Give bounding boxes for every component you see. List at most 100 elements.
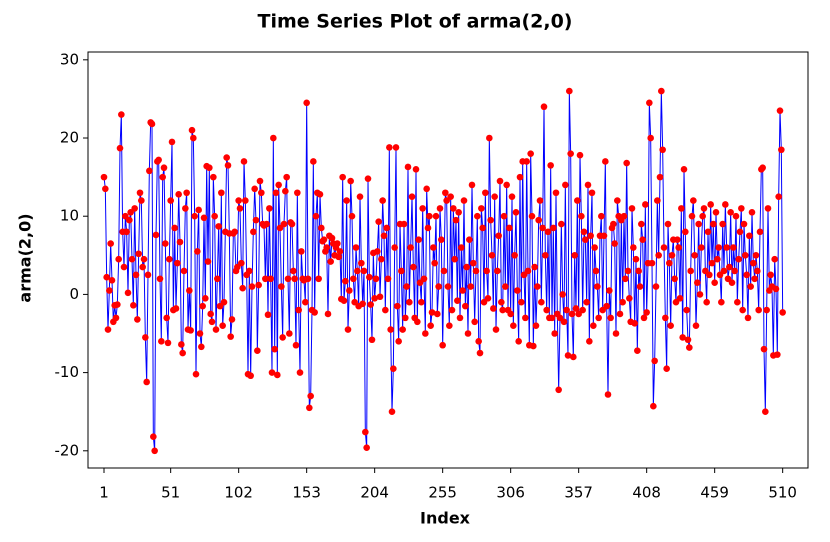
data-point [126, 216, 133, 224]
data-point [388, 408, 396, 415]
data-point [640, 314, 648, 322]
data-point [171, 224, 178, 232]
data-point [290, 267, 297, 275]
data-point [548, 314, 556, 322]
data-point [746, 232, 753, 240]
data-point [174, 259, 181, 267]
data-point [102, 185, 109, 193]
data-point [378, 255, 385, 263]
data-point [163, 314, 170, 322]
data-point [167, 197, 174, 204]
data-point [488, 252, 496, 259]
data-point [235, 197, 242, 204]
data-point [496, 177, 504, 185]
data-point [735, 255, 742, 263]
data-point [404, 163, 412, 171]
data-point [460, 197, 468, 204]
data-point [380, 232, 388, 240]
data-point [555, 386, 562, 394]
data-point [452, 216, 460, 224]
data-point [402, 314, 409, 322]
data-point [583, 298, 590, 306]
data-point [656, 173, 664, 181]
data-point [278, 283, 285, 290]
data-point [695, 220, 702, 228]
data-point [340, 297, 348, 304]
data-point [140, 255, 148, 263]
data-point [752, 252, 760, 259]
data-point [268, 369, 276, 376]
data-point [352, 244, 360, 251]
data-point [130, 302, 137, 309]
data-point [362, 428, 369, 436]
y-tick-label: -20 [55, 441, 80, 459]
data-point [572, 305, 580, 312]
data-point [387, 326, 394, 333]
data-point [107, 240, 114, 247]
data-point [586, 338, 593, 345]
data-point [231, 228, 238, 236]
data-point [588, 189, 596, 197]
data-point [240, 158, 248, 165]
data-point [212, 326, 220, 333]
data-point [732, 212, 740, 220]
data-point [307, 392, 314, 400]
data-point [767, 271, 774, 279]
data-point [192, 370, 200, 378]
data-point [612, 330, 620, 337]
data-point [714, 255, 721, 263]
data-point [236, 205, 244, 212]
data-point [510, 322, 517, 329]
data-point [522, 314, 529, 322]
data-point [562, 181, 569, 189]
data-point [282, 187, 289, 195]
data-point [775, 193, 782, 200]
data-point [150, 433, 157, 441]
data-point [251, 185, 258, 193]
data-point [312, 212, 320, 220]
data-point [530, 342, 537, 350]
data-point [648, 259, 656, 267]
data-point [123, 228, 130, 236]
y-tick-label: 20 [60, 129, 79, 147]
data-point [196, 330, 204, 337]
data-point [436, 205, 444, 212]
data-point [262, 275, 269, 283]
data-point [272, 189, 280, 197]
data-point [172, 305, 180, 312]
plot-frame [87, 51, 809, 469]
data-point [595, 314, 602, 322]
data-point [424, 224, 432, 232]
y-tick-label: -10 [55, 363, 80, 381]
data-point [442, 189, 449, 197]
data-point [534, 283, 541, 290]
data-point [622, 275, 629, 283]
data-point [630, 244, 637, 251]
data-point [448, 306, 456, 314]
data-point [598, 212, 605, 220]
data-point [390, 365, 397, 372]
data-point [368, 336, 376, 344]
data-point [482, 189, 489, 197]
data-point [652, 283, 660, 290]
data-point [435, 283, 442, 290]
data-point [323, 244, 330, 251]
data-point [211, 212, 218, 220]
data-point [407, 244, 414, 251]
data-point [486, 134, 493, 142]
data-point [560, 318, 568, 326]
data-point [160, 164, 168, 172]
data-point [603, 302, 610, 310]
data-point [728, 279, 736, 286]
data-point [535, 216, 542, 224]
data-point [706, 271, 713, 279]
data-point [638, 220, 645, 228]
data-point [218, 189, 225, 197]
data-point [536, 197, 544, 204]
data-point [754, 267, 761, 275]
x-tick-label: 510 [768, 484, 797, 502]
data-point [382, 306, 389, 314]
data-point [516, 173, 524, 181]
data-point [422, 330, 429, 337]
